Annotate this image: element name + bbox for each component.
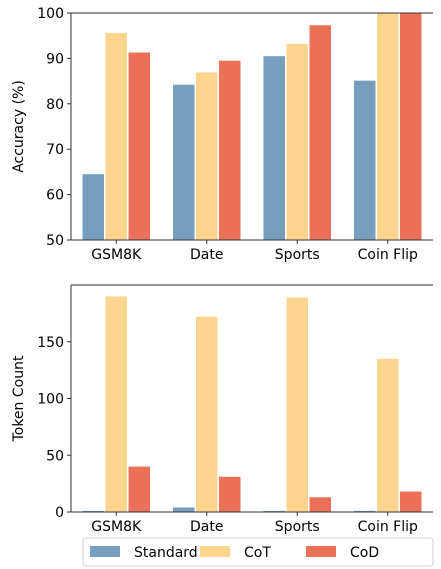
x-tick-label-1-2: Sports <box>275 519 320 535</box>
bar-1-standard-2 <box>263 510 285 512</box>
x-tick-label-0-1: Date <box>190 247 223 263</box>
x-tick-label-1-3: Coin Flip <box>358 519 418 535</box>
x-tick-label-0-0: GSM8K <box>91 247 142 263</box>
bar-0-cod-3 <box>400 13 422 240</box>
legend-swatch-cod <box>306 546 336 557</box>
bar-0-cot-3 <box>377 13 399 240</box>
bar-1-cod-2 <box>309 497 331 512</box>
y-tick-label-1-3: 150 <box>37 335 64 351</box>
bar-0-cod-0 <box>128 52 150 240</box>
bar-0-standard-3 <box>354 80 376 241</box>
y-tick-label-0-3: 80 <box>46 97 64 113</box>
bar-0-standard-2 <box>263 56 285 240</box>
legend-label-standard: Standard <box>134 545 198 561</box>
x-tick-label-1-0: GSM8K <box>91 519 142 535</box>
bar-1-cot-3 <box>377 358 399 512</box>
bar-0-cot-2 <box>286 43 308 241</box>
bar-1-cot-0 <box>105 296 127 512</box>
bar-1-cod-3 <box>400 491 422 512</box>
bar-1-standard-1 <box>173 507 195 512</box>
bar-1-standard-0 <box>82 510 104 512</box>
bar-0-standard-1 <box>173 84 195 240</box>
y-tick-label-0-5: 100 <box>37 6 64 22</box>
legend-swatch-cot <box>200 546 230 557</box>
y-tick-label-0-0: 50 <box>46 233 64 249</box>
y-axis-label-1: Token Count <box>11 355 27 442</box>
x-tick-label-0-3: Coin Flip <box>358 247 418 263</box>
y-tick-label-1-2: 100 <box>37 392 64 408</box>
x-tick-label-0-2: Sports <box>275 247 320 263</box>
bar-1-cot-2 <box>286 297 308 512</box>
bar-1-standard-3 <box>354 510 376 512</box>
y-axis-label-0: Accuracy (%) <box>11 80 27 173</box>
bar-0-cot-0 <box>105 32 127 241</box>
bar-1-cod-1 <box>219 476 241 512</box>
bar-1-cod-0 <box>128 466 150 512</box>
y-tick-label-0-2: 70 <box>46 142 64 158</box>
legend-label-cot: CoT <box>244 545 271 561</box>
legend-swatch-standard <box>90 546 120 557</box>
x-tick-label-1-1: Date <box>190 519 223 535</box>
bar-1-cot-1 <box>196 316 218 512</box>
bar-0-cot-1 <box>196 72 218 240</box>
legend-label-cod: CoD <box>350 545 379 561</box>
y-tick-label-1-0: 0 <box>55 505 64 521</box>
bar-0-cod-2 <box>309 25 331 241</box>
bar-0-cod-1 <box>219 60 241 240</box>
y-tick-label-0-4: 90 <box>46 51 64 67</box>
y-tick-label-1-1: 50 <box>46 448 64 464</box>
y-tick-label-0-1: 60 <box>46 188 64 204</box>
bar-0-standard-0 <box>82 174 104 240</box>
legend-box <box>82 537 434 567</box>
